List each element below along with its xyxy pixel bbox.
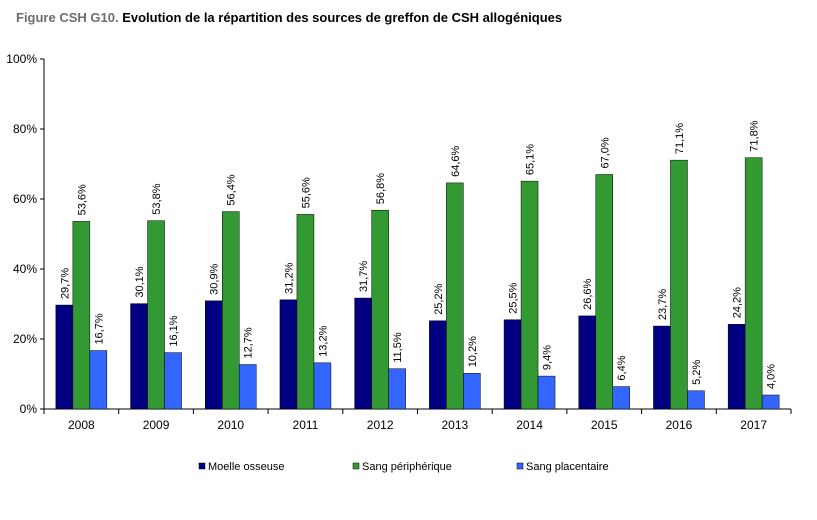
data-label: 4,0% <box>766 364 778 389</box>
legend-swatch <box>352 462 360 470</box>
bar-0-2009 <box>130 303 148 410</box>
x-tick-label: 2016 <box>666 418 693 432</box>
bar-1-2014 <box>520 180 539 410</box>
data-label: 29,7% <box>59 268 71 299</box>
bar-1-2009 <box>147 220 165 410</box>
legend-label: Sang périphérique <box>362 461 452 473</box>
data-label: 6,4% <box>616 355 628 380</box>
bar-2-2009 <box>164 352 182 410</box>
data-label: 55,6% <box>300 177 312 208</box>
bar-2-2016 <box>687 390 705 410</box>
bar-0-2015 <box>578 315 596 410</box>
bar-2-2010 <box>239 364 257 410</box>
data-label: 67,0% <box>599 137 611 168</box>
x-tick-label: 2017 <box>740 418 767 432</box>
bar-2-2017 <box>761 394 780 410</box>
bar-0-2010 <box>205 300 223 410</box>
data-label: 30,1% <box>134 266 146 297</box>
data-label: 25,5% <box>508 282 520 313</box>
bar-0-2014 <box>503 319 522 410</box>
bar-1-2008 <box>72 221 91 410</box>
data-label: 11,5% <box>392 332 404 363</box>
chart-title: Figure CSH G10. Evolution de la répartit… <box>16 10 562 25</box>
bar-1-2015 <box>595 174 613 410</box>
data-label: 13,2% <box>317 325 329 356</box>
y-tick-label: 80% <box>13 122 37 136</box>
y-tick-label: 60% <box>13 192 37 206</box>
x-tick-label: 2009 <box>143 418 170 432</box>
data-label: 26,6% <box>582 278 594 309</box>
bar-0-2008 <box>55 304 74 410</box>
legend-label: Sang placentaire <box>526 461 609 473</box>
x-tick-label: 2013 <box>441 418 468 432</box>
data-label: 9,4% <box>542 345 554 370</box>
y-tick-label: 20% <box>13 332 37 346</box>
legend-swatch <box>198 462 206 470</box>
data-label: 71,8% <box>749 120 761 151</box>
x-tick-label: 2014 <box>516 418 543 432</box>
data-label: 24,2% <box>732 287 744 318</box>
data-label: 56,4% <box>226 174 238 205</box>
bar-0-2016 <box>653 325 671 410</box>
data-label: 71,1% <box>674 123 686 154</box>
figure-number: Figure CSH G10. <box>16 10 119 25</box>
bar-1-2012 <box>371 209 389 410</box>
bar-2-2013 <box>463 373 481 410</box>
data-label: 30,9% <box>209 263 221 294</box>
bar-2-2012 <box>388 368 406 410</box>
bar-0-2017 <box>727 324 746 410</box>
data-label: 65,1% <box>525 144 537 175</box>
legend-swatch <box>516 462 524 470</box>
data-label: 12,7% <box>243 327 255 358</box>
data-label: 23,7% <box>657 289 669 320</box>
bar-1-2013 <box>446 182 464 410</box>
bar-0-2012 <box>354 297 372 410</box>
data-label: 31,7% <box>358 261 370 292</box>
bar-0-2011 <box>279 299 298 410</box>
data-label: 64,6% <box>450 145 462 176</box>
data-label: 53,8% <box>151 183 163 214</box>
bar-2-2008 <box>89 350 108 410</box>
bar-0-2013 <box>429 320 447 410</box>
y-tick-label: 0% <box>20 402 38 416</box>
data-label: 31,2% <box>283 262 295 293</box>
data-label: 5,2% <box>691 360 703 385</box>
y-tick-label: 100% <box>6 52 37 66</box>
legend-label: Moelle osseuse <box>208 461 284 473</box>
bar-2-2014 <box>537 375 556 410</box>
data-label: 53,6% <box>76 184 88 215</box>
data-label: 56,8% <box>375 173 387 204</box>
x-tick-label: 2012 <box>367 418 394 432</box>
bar-1-2010 <box>222 211 240 410</box>
bar-1-2016 <box>670 159 688 410</box>
data-label: 10,2% <box>467 336 479 367</box>
bar-1-2011 <box>296 214 315 410</box>
x-tick-label: 2011 <box>293 418 319 432</box>
x-tick-label: 2015 <box>591 418 618 432</box>
bar-1-2017 <box>744 157 763 410</box>
data-label: 25,2% <box>433 283 445 314</box>
bar-2-2011 <box>313 362 332 410</box>
data-label: 16,1% <box>168 315 180 346</box>
x-tick-label: 2010 <box>217 418 244 432</box>
data-label: 16,7% <box>93 313 105 344</box>
y-tick-label: 40% <box>13 262 37 276</box>
x-tick-label: 2008 <box>68 418 95 432</box>
figure-title: Evolution de la répartition des sources … <box>122 10 563 25</box>
bar-2-2015 <box>612 386 630 410</box>
